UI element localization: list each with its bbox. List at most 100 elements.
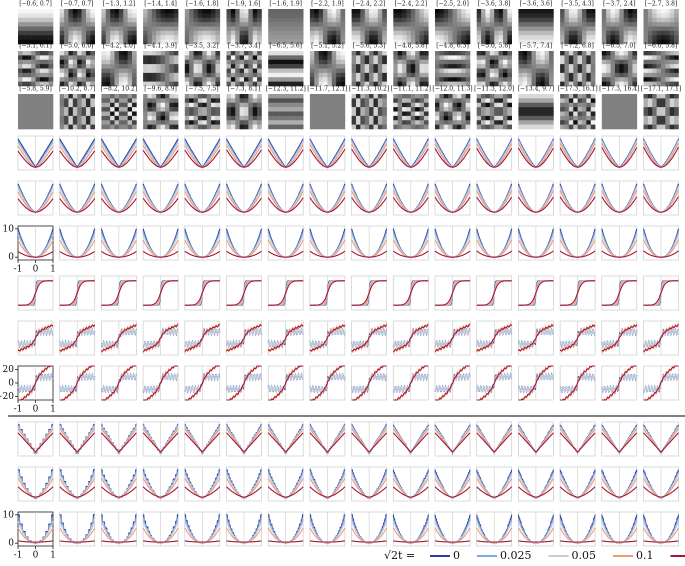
patch-cell <box>577 115 583 121</box>
patch-cell <box>226 94 232 99</box>
patch-cell <box>406 120 412 125</box>
patch-cell <box>590 9 596 14</box>
patch-cell <box>110 39 115 45</box>
patch <box>101 9 137 45</box>
patch <box>435 94 471 130</box>
patch-cell <box>31 35 36 40</box>
patch-cell <box>628 55 633 61</box>
patch-cell <box>35 77 41 82</box>
patch-cell <box>531 111 537 117</box>
patch-range: [−5.7, 7.4] <box>520 43 553 50</box>
patch-cell <box>643 77 649 82</box>
patch-cell <box>48 107 54 112</box>
patch-cell <box>268 102 273 108</box>
patch-cell <box>132 94 137 99</box>
patch-cell <box>406 59 412 65</box>
patch-cell <box>77 94 82 99</box>
patch-cell <box>406 77 412 82</box>
patch-cell <box>276 111 282 117</box>
patch-cell <box>568 13 574 19</box>
patch-cell <box>415 55 420 61</box>
patch-cell <box>586 107 592 112</box>
patch-cell <box>318 35 324 40</box>
patch-cell <box>114 39 120 45</box>
patch-cell <box>281 115 286 121</box>
patch-cell <box>72 107 78 112</box>
patch-cell <box>118 68 124 74</box>
patch-cell <box>397 111 403 117</box>
patch-cell <box>535 111 541 117</box>
curve <box>184 280 220 306</box>
patch-cell <box>498 81 504 87</box>
patch-cell <box>59 26 65 32</box>
patch-cell <box>619 22 624 27</box>
patch-cell <box>665 39 671 45</box>
patch-cell <box>518 35 524 40</box>
patch-cell <box>257 64 262 69</box>
patch-cell <box>461 94 466 99</box>
curve <box>392 486 429 498</box>
patch-cell <box>577 13 583 19</box>
patch-cell <box>397 102 403 108</box>
patch-cell <box>628 68 633 74</box>
patch-cell <box>643 26 649 32</box>
curve <box>643 146 679 168</box>
patch-cell <box>193 124 199 130</box>
patch-cell <box>81 59 87 65</box>
patch-cell <box>606 64 611 69</box>
patch-cell <box>522 81 528 87</box>
patch-cell <box>402 39 407 45</box>
patch-cell <box>184 107 190 112</box>
patch-cell <box>674 68 679 74</box>
patch-cell <box>77 120 82 125</box>
patch-cell <box>531 64 537 69</box>
patch-cell <box>590 120 596 125</box>
patch-cell <box>18 115 23 121</box>
patch-cell <box>647 13 653 19</box>
patch-cell <box>285 55 291 61</box>
patch-cell <box>143 35 148 40</box>
patch-cell <box>127 98 133 104</box>
patch-cell <box>382 9 387 14</box>
patch-cell <box>64 17 69 23</box>
patch-cell <box>226 17 232 23</box>
patch-cell <box>560 68 565 74</box>
curve <box>268 280 304 306</box>
patch-cell <box>173 102 179 108</box>
patch-cell <box>435 77 440 82</box>
patch-cell <box>623 72 629 78</box>
patch-cell <box>610 30 616 36</box>
patch-cell <box>173 9 179 14</box>
patch-cell <box>298 68 304 74</box>
patch-cell <box>118 59 124 65</box>
patch-cell <box>527 13 532 19</box>
patch-cell <box>614 30 620 36</box>
patch-cell <box>632 120 638 125</box>
patch-cell <box>544 13 550 19</box>
patch-cell <box>661 22 666 27</box>
patch-cell <box>623 64 629 69</box>
patch-cell <box>669 124 675 130</box>
patch-cell <box>652 13 657 19</box>
patch-cell <box>298 94 304 99</box>
patch-cell <box>323 81 328 87</box>
patch-cell <box>26 81 32 87</box>
patch-cell <box>661 77 666 82</box>
patch-cell <box>614 17 620 23</box>
patch-cell <box>568 22 574 27</box>
patch-cell <box>314 94 319 99</box>
patch-cell <box>72 30 78 36</box>
patch-cell <box>156 124 161 130</box>
patch-cell <box>423 39 429 45</box>
patch-cell <box>406 102 412 108</box>
patch-cell <box>531 98 537 104</box>
curve <box>559 432 596 453</box>
patch-cell <box>230 17 236 23</box>
patch-cell <box>202 111 207 117</box>
patch-cell <box>577 111 583 117</box>
patch-cell <box>64 30 69 36</box>
patch-cell <box>355 9 361 14</box>
patch-cell <box>498 72 504 78</box>
patch-cell <box>189 111 194 117</box>
patch-cell <box>485 77 491 82</box>
